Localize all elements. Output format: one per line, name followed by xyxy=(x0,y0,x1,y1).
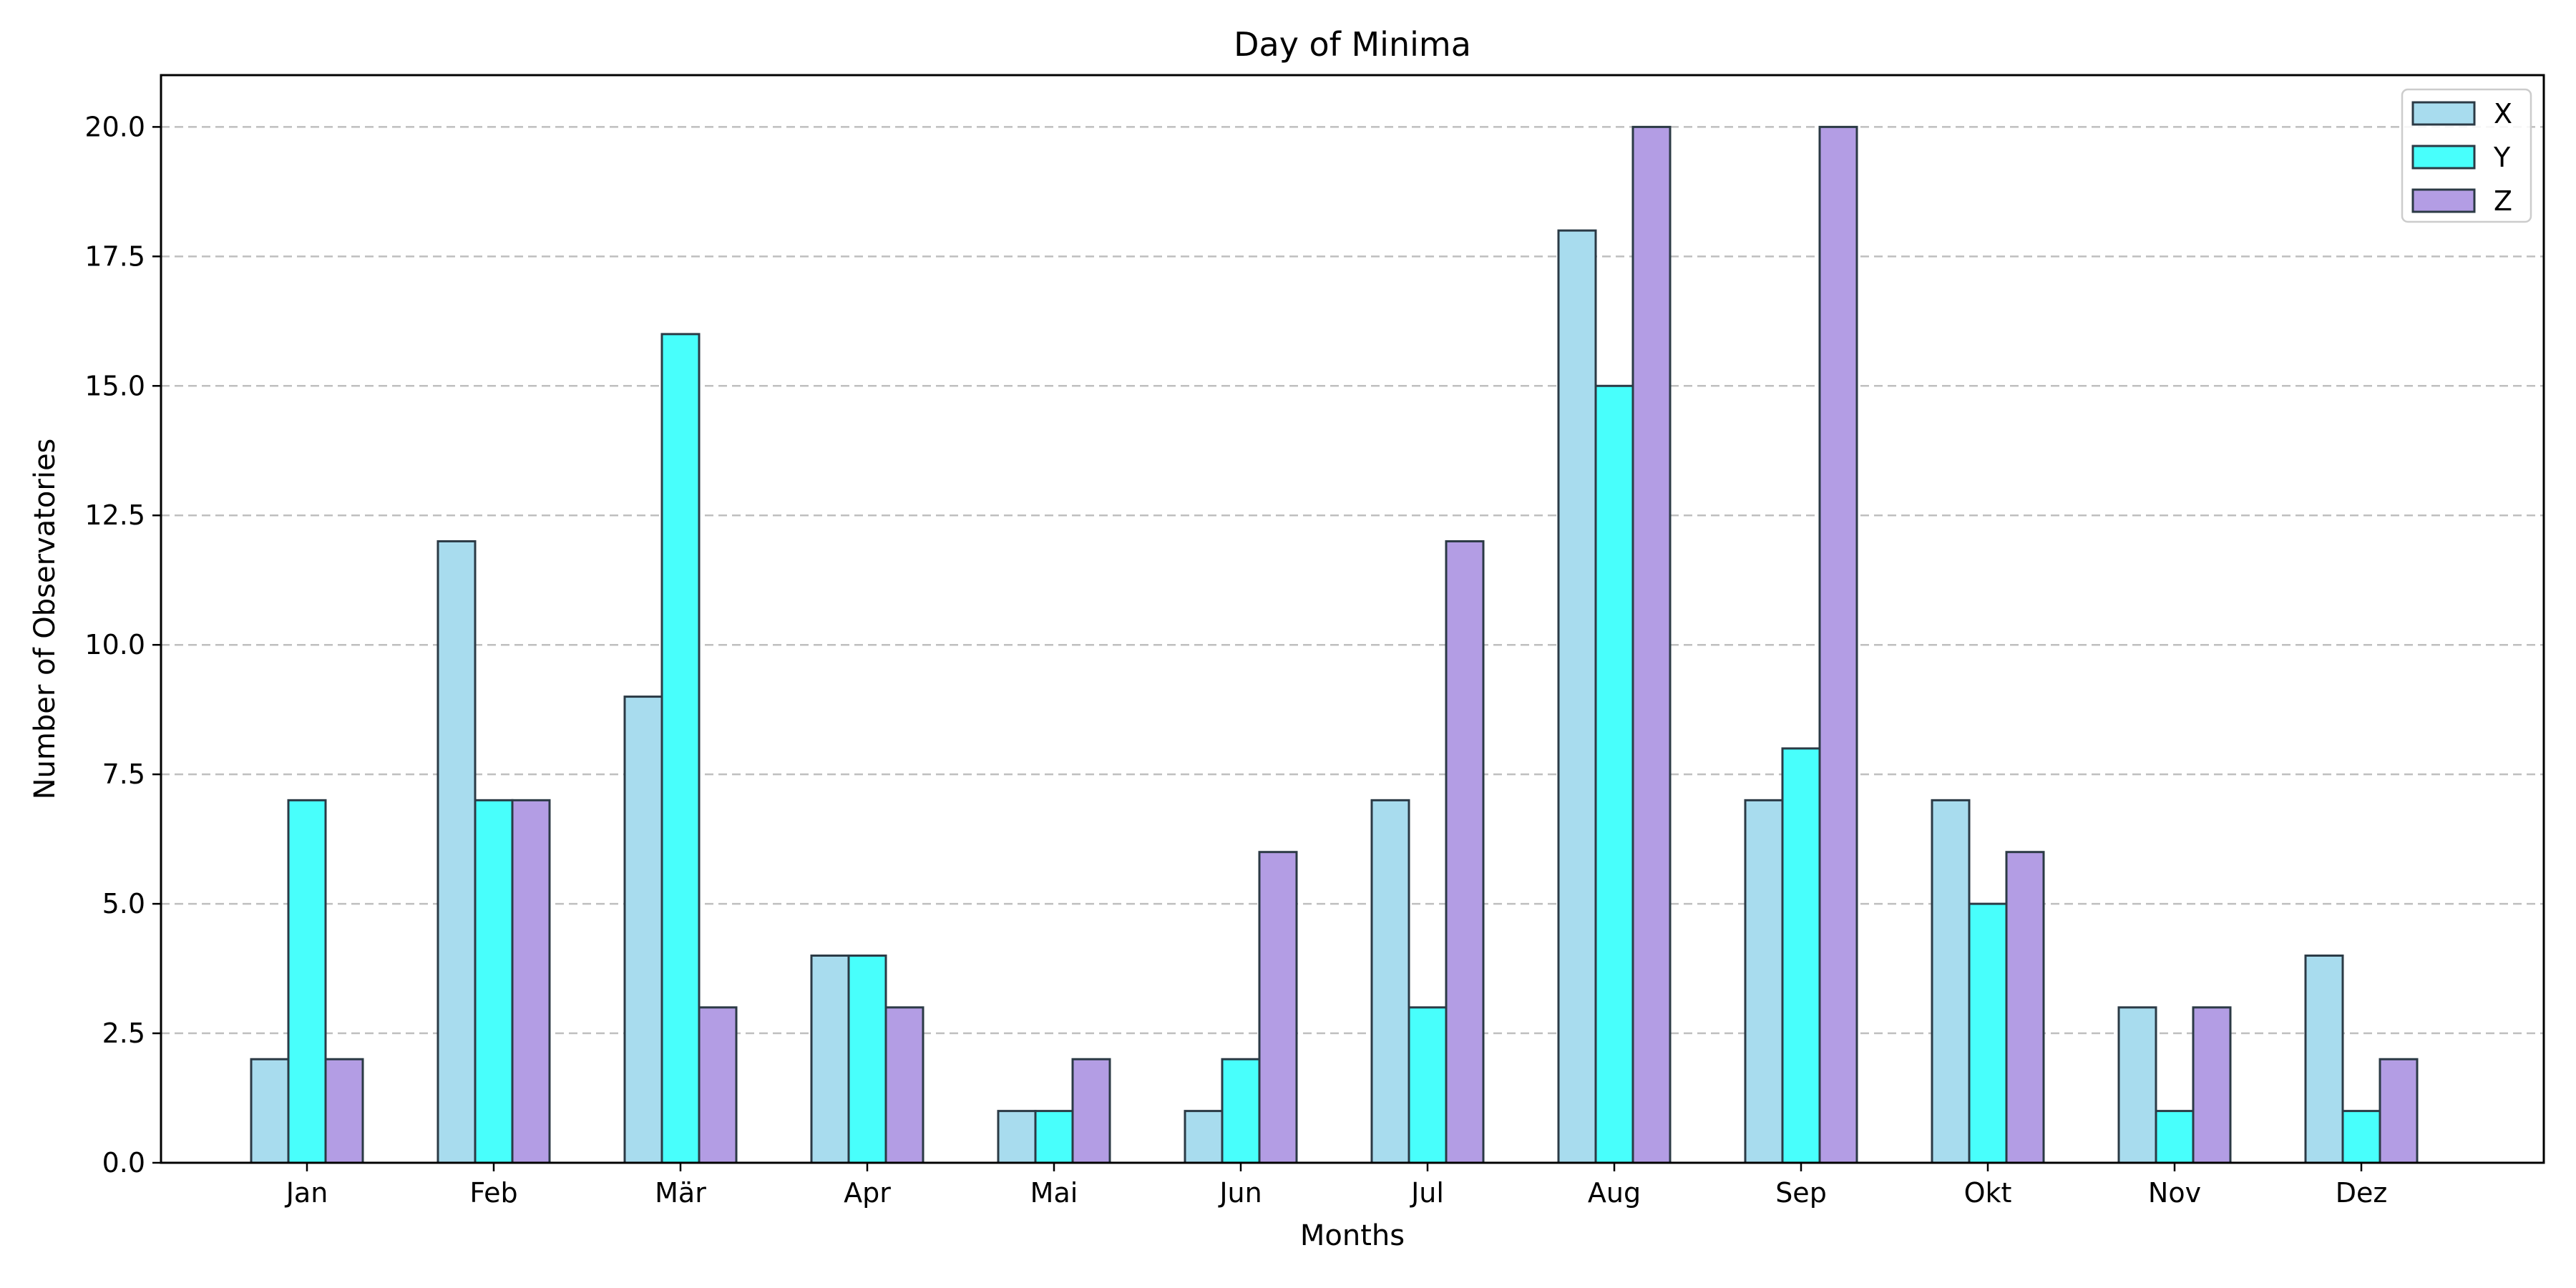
bar-z xyxy=(698,1006,738,1164)
x-tick-label: Apr xyxy=(844,1177,891,1209)
bar-y xyxy=(1594,384,1634,1164)
legend-label-x: X xyxy=(2494,98,2512,130)
bar-y xyxy=(2155,1110,2195,1164)
gridlines xyxy=(161,126,2544,1035)
bar-y xyxy=(1034,1110,1074,1164)
bar-z xyxy=(1445,540,1485,1164)
x-tick-label: Aug xyxy=(1588,1177,1641,1209)
bar-z xyxy=(1631,125,1672,1164)
x-tick-label: Jul xyxy=(1410,1177,1444,1209)
bar-y xyxy=(1407,1006,1448,1164)
bar-x xyxy=(997,1110,1037,1164)
y-tick-label: 15.0 xyxy=(84,370,145,401)
axes xyxy=(160,74,2545,1164)
bar-z xyxy=(511,799,551,1164)
plot-frame xyxy=(160,74,2545,1164)
bar-y xyxy=(1781,747,1821,1164)
y-axis-title: Number of Observatories xyxy=(29,439,62,800)
bar-x xyxy=(1370,799,1410,1164)
y-tick-label: 17.5 xyxy=(84,240,145,272)
chart-title: Day of Minima xyxy=(1234,25,1471,64)
legend-label-z: Z xyxy=(2494,185,2512,217)
x-axis-title: Months xyxy=(1300,1219,1405,1252)
bar-x xyxy=(436,540,477,1164)
bar-z xyxy=(324,1058,364,1164)
bar-x xyxy=(2304,954,2344,1164)
x-tick-label: Okt xyxy=(1964,1177,2012,1209)
ticks: 0.0 2.5 5.0 7.5 10.0 12.5 15.0 17.5 20.0 Jan Feb Mä… xyxy=(84,111,2387,1209)
bar-x xyxy=(1557,229,1597,1164)
x-tick-label: Feb xyxy=(469,1177,517,1209)
y-tick-label: 7.5 xyxy=(102,758,145,790)
y-tick-label: 20.0 xyxy=(84,111,145,142)
bar-z xyxy=(884,1006,924,1164)
bar-x xyxy=(1744,799,1784,1164)
bar-z xyxy=(2005,851,2045,1164)
y-tick-label: 10.0 xyxy=(84,629,145,660)
legend-swatch-z xyxy=(2411,188,2476,213)
x-tick-label: Nov xyxy=(2148,1177,2201,1209)
bar-z xyxy=(2379,1058,2419,1164)
legend-label-y: Y xyxy=(2493,142,2511,173)
x-tick-label: Dez xyxy=(2336,1177,2388,1209)
bar-x xyxy=(623,696,663,1164)
y-tick-label: 5.0 xyxy=(102,888,145,919)
x-tick-label: Mär xyxy=(655,1177,706,1209)
bar-z xyxy=(2192,1006,2232,1164)
bar-x xyxy=(1184,1110,1224,1164)
y-tick-label: 12.5 xyxy=(84,499,145,531)
x-tick-label: Jun xyxy=(1218,1177,1262,1209)
bar-y xyxy=(1221,1058,1261,1164)
bar-y xyxy=(847,954,887,1164)
bar-x xyxy=(250,1058,290,1164)
x-tick-label: Sep xyxy=(1775,1177,1827,1209)
y-tick-label: 2.5 xyxy=(102,1018,145,1049)
bar-y xyxy=(287,799,327,1164)
bar-z xyxy=(1818,125,1858,1164)
legend: XYZ xyxy=(2401,88,2532,223)
bar-x xyxy=(810,954,850,1164)
bar-y xyxy=(660,333,701,1164)
x-tick-label: Mai xyxy=(1030,1177,1078,1209)
bar-z xyxy=(1258,851,1298,1164)
bar-z xyxy=(1071,1058,1111,1164)
legend-swatch-x xyxy=(2411,101,2476,126)
legend-swatch-y xyxy=(2411,145,2476,170)
bar-y xyxy=(2341,1110,2381,1164)
y-tick-label: 0.0 xyxy=(102,1147,145,1179)
bar-y xyxy=(1968,902,2008,1164)
x-tick-label: Jan xyxy=(285,1177,328,1209)
bar-x xyxy=(2117,1006,2157,1164)
bar-x xyxy=(1931,799,1971,1164)
bar-y xyxy=(474,799,514,1164)
